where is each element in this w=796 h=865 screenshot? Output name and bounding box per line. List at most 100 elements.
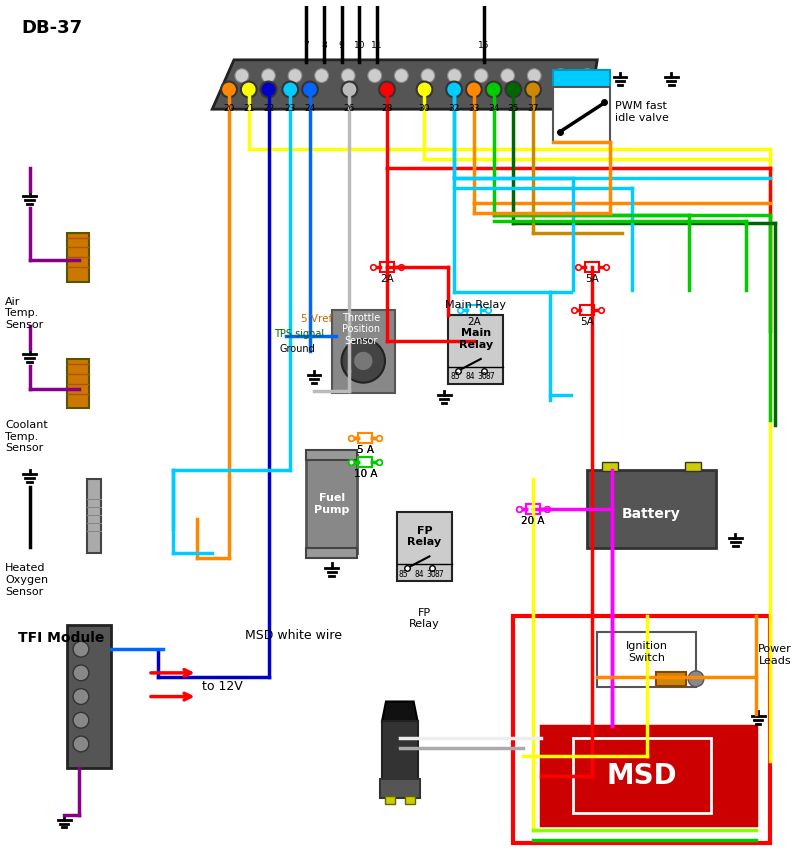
Polygon shape — [213, 60, 597, 109]
Bar — [306, 455, 357, 554]
Circle shape — [260, 81, 276, 98]
Circle shape — [73, 713, 89, 728]
Circle shape — [73, 665, 89, 681]
Text: DB-37: DB-37 — [21, 19, 83, 37]
Text: 11: 11 — [372, 41, 383, 50]
Text: 37: 37 — [527, 105, 539, 113]
Text: Ignition
Switch: Ignition Switch — [626, 641, 668, 663]
Text: 2A: 2A — [380, 274, 394, 284]
Text: 10 A: 10 A — [353, 469, 377, 478]
Bar — [358, 433, 373, 443]
Circle shape — [580, 68, 595, 82]
Bar — [67, 233, 89, 282]
Bar — [526, 504, 540, 514]
Text: 10: 10 — [353, 41, 365, 50]
Text: 28: 28 — [381, 105, 392, 113]
Bar — [332, 310, 395, 393]
Text: 5A: 5A — [580, 317, 595, 326]
Circle shape — [302, 81, 318, 98]
Circle shape — [73, 641, 89, 657]
Text: 15: 15 — [478, 41, 490, 50]
Text: 22: 22 — [263, 105, 274, 113]
Bar — [358, 457, 373, 466]
Text: 84: 84 — [466, 372, 475, 381]
Text: Throttle
Position
Sensor: Throttle Position Sensor — [342, 313, 380, 346]
Text: 30: 30 — [419, 105, 431, 113]
Bar — [358, 457, 373, 466]
Text: 32: 32 — [448, 105, 460, 113]
Text: 34: 34 — [488, 105, 499, 113]
Bar — [685, 462, 701, 471]
Bar — [526, 504, 540, 514]
Circle shape — [554, 68, 568, 82]
Text: 87: 87 — [435, 570, 444, 579]
Circle shape — [416, 81, 432, 98]
Bar — [580, 304, 595, 315]
Bar — [541, 727, 756, 825]
Text: 30: 30 — [478, 372, 487, 381]
Text: 21: 21 — [243, 105, 255, 113]
Text: 33: 33 — [468, 105, 480, 113]
Text: 20 A: 20 A — [521, 516, 544, 526]
Circle shape — [379, 81, 395, 98]
Bar — [553, 70, 610, 87]
Bar — [397, 512, 452, 581]
Text: Ground: Ground — [279, 344, 315, 354]
Circle shape — [221, 81, 237, 98]
Text: FP
Relay: FP Relay — [408, 526, 442, 548]
Text: 85: 85 — [399, 570, 408, 579]
Text: TFI Module: TFI Module — [18, 631, 104, 645]
Text: MSD white wire: MSD white wire — [245, 629, 341, 642]
Circle shape — [314, 68, 329, 82]
Circle shape — [447, 81, 462, 98]
Text: Heated
Oxygen
Sensor: Heated Oxygen Sensor — [5, 563, 48, 597]
Circle shape — [241, 81, 256, 98]
Text: 5 A: 5 A — [357, 445, 374, 455]
Text: 7: 7 — [303, 41, 309, 50]
Text: 20 A: 20 A — [521, 516, 544, 526]
Text: 8: 8 — [321, 41, 326, 50]
Text: PWM fast
idle valve: PWM fast idle valve — [615, 101, 669, 123]
Circle shape — [474, 68, 488, 82]
Bar — [67, 359, 89, 408]
Circle shape — [368, 68, 381, 82]
Text: 85: 85 — [451, 372, 460, 381]
Bar — [306, 548, 357, 559]
Text: Battery: Battery — [622, 507, 681, 521]
Circle shape — [395, 68, 408, 82]
Circle shape — [525, 81, 541, 98]
Text: to 12V: to 12V — [202, 680, 243, 693]
Bar — [87, 479, 100, 554]
Bar — [553, 87, 610, 142]
Text: 20: 20 — [224, 105, 235, 113]
Circle shape — [466, 81, 482, 98]
Bar — [404, 797, 415, 804]
Bar — [382, 721, 418, 780]
Circle shape — [341, 339, 385, 382]
Text: 30: 30 — [427, 570, 436, 579]
Bar — [572, 738, 711, 813]
Circle shape — [341, 68, 355, 82]
Circle shape — [486, 81, 501, 98]
Text: FP
Relay: FP Relay — [409, 608, 440, 630]
Circle shape — [235, 68, 249, 82]
Bar — [657, 672, 686, 686]
Text: Main
Relay: Main Relay — [458, 329, 493, 350]
Circle shape — [288, 68, 302, 82]
Bar — [597, 632, 696, 687]
Bar — [448, 315, 503, 384]
Bar — [306, 450, 357, 459]
Text: 84: 84 — [415, 570, 424, 579]
Bar — [380, 778, 419, 798]
Text: 2A: 2A — [467, 317, 481, 326]
Circle shape — [262, 68, 275, 82]
Text: 5 A: 5 A — [357, 445, 374, 455]
Text: 5 Vref: 5 Vref — [301, 315, 333, 324]
Circle shape — [73, 689, 89, 704]
Text: MSD: MSD — [607, 761, 677, 790]
Text: Power
Leads: Power Leads — [758, 644, 792, 666]
Bar — [585, 262, 599, 272]
Text: 87: 87 — [486, 372, 495, 381]
Text: Fuel
Pump: Fuel Pump — [314, 493, 349, 515]
Bar — [67, 625, 111, 767]
